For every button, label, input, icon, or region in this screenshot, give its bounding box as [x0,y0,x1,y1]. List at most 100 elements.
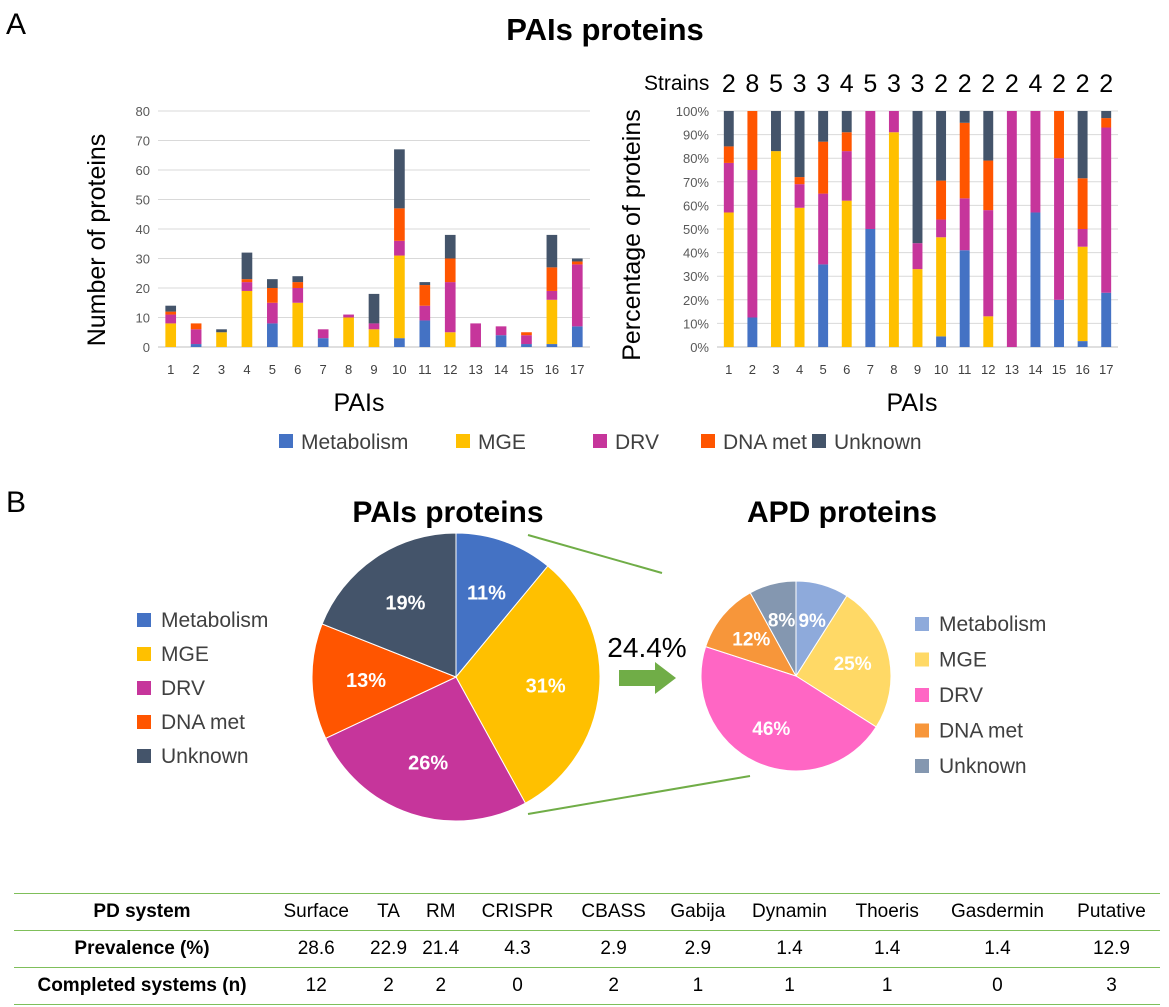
pie-value-label: 13% [346,670,386,692]
bar-segment-mge [936,237,947,337]
legend-swatch-dna-met [701,434,715,448]
table-cell: 1.4 [776,938,803,959]
arrow-percentage-label: 24.4% [607,632,686,663]
pie-value-label: 26% [408,753,448,775]
bar-segment-mge [1077,246,1088,342]
y-tick-label: 70% [683,175,709,190]
x-tick-label: 13 [1005,362,1019,377]
panel-label-a: A [6,8,26,41]
bar-segment-drv [747,170,758,318]
bar-segment-mge [216,332,227,347]
bar-segment-drv [394,240,405,256]
bar-segment-drv [521,335,532,345]
bar-segment-dna-met [444,258,456,283]
y-tick-label: 80 [136,104,150,119]
bar-segment-dna-met [394,208,405,241]
bar-segment-unknown [936,111,947,181]
bar-segment-metabolism [546,344,558,347]
arrow-icon [619,662,676,694]
bar-segment-drv [936,219,947,238]
bar-segment-drv [241,282,253,291]
x-tick-label: 17 [1099,362,1113,377]
bar-segment-dna-met [959,122,970,199]
bar-segment-unknown [444,234,456,259]
table-header-cell: CBASS [581,901,646,922]
strain-count-label: 3 [887,70,901,98]
y-tick-label: 90% [683,128,709,143]
bar-segment-metabolism [419,320,431,347]
table-cell: 1 [784,975,795,996]
percent-stacked-bar-chart: 0%10%20%30%40%50%60%70%80%90%100%1 2 3 4 5 6 7… [676,70,1118,377]
table-cell: 2 [435,975,447,996]
legend-label-metabolism: Metabolism [161,609,268,632]
strain-count-label: 2 [1005,70,1019,98]
legend-label-unknown: Unknown [161,745,249,768]
bar-segment-mge [546,299,558,345]
bar-segment-dna-met [419,285,431,306]
pie-value-label: 11% [467,582,506,604]
x-tick-label: 17 [570,362,584,377]
table-header-cell: Putative [1077,901,1146,922]
x-tick-label: 15 [1052,362,1066,377]
bar-segment-mge [794,207,805,347]
pie-value-label: 25% [834,654,872,675]
bar-segment-drv [165,314,177,324]
x-tick-label: 1 [167,362,174,377]
x-tick-label: 7 [867,362,874,377]
pais-pie-chart: 11% 31% 26% 13% 19% [311,532,601,822]
bar-segment-drv [1101,127,1112,293]
legend-pais-pie: Metabolism MGE DRV DNA met Unknown [137,609,268,768]
table-row-label: Completed systems (n) [37,975,247,996]
y-tick-label: 60% [683,198,709,213]
x-tick-label: 14 [1028,362,1042,377]
table-cell: 12.9 [1093,938,1130,959]
bar-segment-unknown [292,276,304,283]
x-tick-label: 6 [843,362,850,377]
bar-segment-mge [888,132,899,347]
bar-segment-drv [190,329,202,345]
bar-segment-unknown [1101,111,1112,119]
legend-swatch-drv [915,688,929,702]
bar-segment-drv [959,198,970,251]
pie-slice-dna-met [311,623,458,739]
bar-segment-mge [912,269,923,347]
x-tick-label: 6 [294,362,301,377]
table-header-cell: PD system [93,901,191,922]
bar-segment-dna-met [936,180,947,220]
pie-value-label: 31% [526,675,566,697]
legend-label-dna-met: DNA met [723,431,807,454]
bar-segment-metabolism [521,344,532,347]
x-tick-label: 10 [392,362,406,377]
table-cell: 2.9 [684,938,712,959]
bar-segment-drv [571,264,583,327]
pie-slice-drv [325,676,527,822]
table-header-cell: RM [425,901,456,922]
table-cell: 28.6 [297,938,335,959]
bar-segment-unknown [841,111,852,133]
legend-swatch-unknown [812,434,826,448]
bar-segment-unknown [794,111,805,178]
bar-segment-drv [723,162,734,213]
pais-pie-title: PAIs proteins [352,496,543,529]
legend-swatch-mge [137,647,151,661]
table-cell: 1 [692,975,704,996]
table-header-cell: Thoeris [855,901,919,922]
bar-segment-mge [444,332,456,347]
strain-count-label: 2 [1099,70,1113,98]
x-tick-label: 2 [193,362,200,377]
bar-segment-dna-met [267,288,278,303]
bar-segment-drv [292,288,304,303]
legend-label-mge: MGE [161,643,209,666]
bar-segment-drv [368,323,380,330]
table-cell: 0 [992,975,1003,996]
bar-segment-dna-met [794,177,805,185]
bar-segment-metabolism [190,344,202,347]
x-tick-label: 12 [443,362,457,377]
y-tick-label: 40 [136,222,150,237]
legend-swatch-drv [137,681,151,695]
table-cell: 1 [881,975,893,996]
legend-label-dna-met: DNA met [161,711,245,734]
legend-panel-a: Metabolism MGE DRV DNA met Unknown [279,431,922,454]
bar-segment-unknown [216,329,227,333]
bar-segment-unknown [267,279,278,288]
